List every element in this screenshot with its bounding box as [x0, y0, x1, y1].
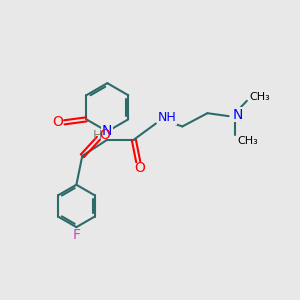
Text: CH₃: CH₃	[249, 92, 270, 102]
Text: NH: NH	[158, 111, 176, 124]
Text: CH₃: CH₃	[237, 136, 258, 146]
Text: O: O	[134, 161, 145, 175]
Text: O: O	[100, 128, 110, 142]
Text: H: H	[92, 129, 102, 142]
Text: N: N	[232, 108, 242, 122]
Text: F: F	[72, 228, 80, 242]
Text: O: O	[52, 115, 63, 129]
Text: N: N	[102, 124, 112, 138]
